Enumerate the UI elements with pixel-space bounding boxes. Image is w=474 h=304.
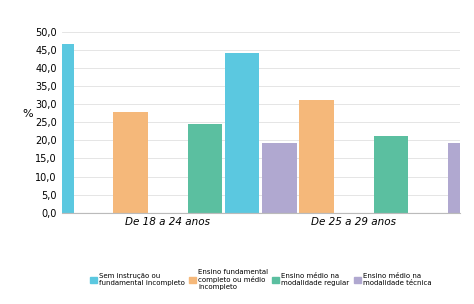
Bar (299, 100, 334, 213)
Bar (39, 44, 73, 213)
Bar (448, 143, 474, 213)
Bar (113, 112, 148, 213)
Legend: Sem instrução ou
fundamental incompleto, Ensino fundamental
completo ou médio
in: Sem instrução ou fundamental incompleto,… (90, 269, 431, 290)
Bar (374, 136, 408, 213)
Bar (225, 53, 259, 213)
Bar (262, 143, 297, 213)
Bar (188, 124, 222, 213)
Y-axis label: %: % (23, 109, 33, 119)
